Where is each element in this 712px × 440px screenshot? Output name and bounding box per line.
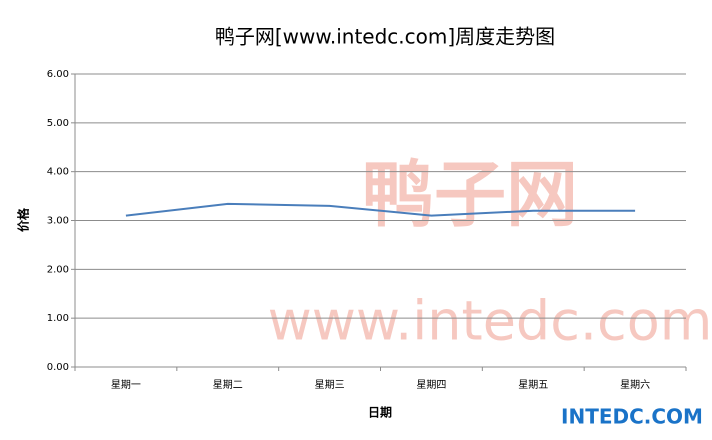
y-tick-label: 2.00 xyxy=(47,264,69,275)
y-tick-label: 5.00 xyxy=(47,118,69,129)
y-tick-label: 3.00 xyxy=(47,216,69,227)
y-tick-label: 0.00 xyxy=(47,362,69,373)
y-tick-label: 1.00 xyxy=(47,313,69,324)
x-tick-label: 星期六 xyxy=(620,379,650,391)
x-tick-label: 星期五 xyxy=(518,379,548,391)
y-tick-label: 6.00 xyxy=(47,69,69,80)
watermark: 鸭子网 xyxy=(362,153,578,237)
logo: INTEDC.COM xyxy=(561,405,703,429)
line-series xyxy=(125,202,636,217)
x-tick-label: 星期三 xyxy=(315,379,345,391)
y-tick-label: 4.00 xyxy=(47,167,69,178)
y-axis-label: 价格 xyxy=(16,207,31,232)
chart-title: 鸭子网[www.intedc.com]周度走势图 xyxy=(215,25,555,49)
watermark: www.intedc.com xyxy=(268,290,712,353)
x-tick-label: 星期四 xyxy=(416,379,446,391)
x-tick-label: 星期二 xyxy=(213,379,243,391)
x-tick-label: 星期一 xyxy=(111,379,141,391)
x-axis-label: 日期 xyxy=(368,405,392,420)
